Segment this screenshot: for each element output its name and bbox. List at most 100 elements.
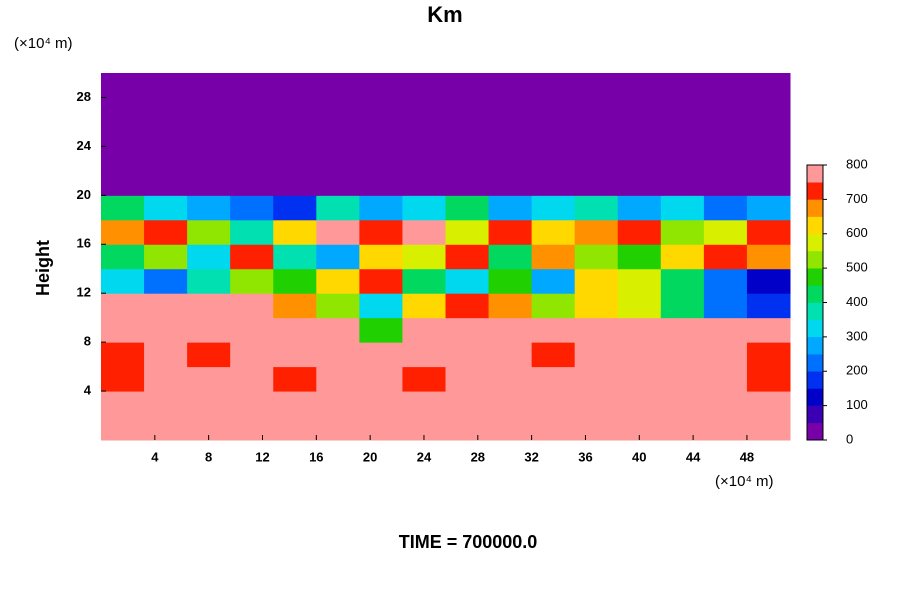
- heatmap-cell: [531, 366, 576, 392]
- heatmap-cell: [359, 415, 403, 441]
- heatmap-cell: [359, 97, 403, 123]
- colorbar-tick-label: 300: [846, 328, 868, 343]
- heatmap-cell: [144, 219, 188, 245]
- heatmap-cell: [316, 97, 360, 123]
- heatmap-cell: [230, 121, 274, 147]
- heatmap-cell: [531, 73, 576, 98]
- heatmap-cell: [316, 268, 360, 294]
- heatmap-cell: [574, 293, 619, 319]
- heatmap-cell: [488, 146, 533, 172]
- x-tick-label: 16: [309, 449, 323, 464]
- heatmap-cell: [316, 244, 360, 270]
- heatmap-cell: [273, 293, 317, 319]
- heatmap-cell: [488, 121, 533, 147]
- heatmap-cell: [703, 293, 748, 319]
- heatmap-cell: [101, 219, 145, 245]
- heatmap-cell: [144, 121, 188, 147]
- heatmap-cell: [402, 170, 446, 196]
- heatmap-cell: [660, 146, 705, 172]
- x-tick-label: 24: [417, 449, 432, 464]
- colorbar-swatch: [807, 371, 823, 389]
- heatmap-cell: [703, 121, 748, 147]
- heatmap-cell: [488, 219, 533, 245]
- colorbar-swatch: [807, 182, 823, 200]
- colorbar-swatch: [807, 216, 823, 235]
- heatmap-cell: [746, 73, 791, 98]
- heatmap-cell: [445, 317, 490, 343]
- heatmap-cell: [746, 415, 791, 441]
- heatmap-cell: [402, 391, 446, 417]
- colorbar-swatch: [807, 199, 823, 217]
- heatmap-cell: [187, 195, 231, 221]
- heatmap-cell: [316, 170, 360, 196]
- heatmap-cell: [359, 366, 403, 392]
- heatmap-cell: [359, 121, 403, 147]
- heatmap-cell: [703, 219, 748, 245]
- heatmap-cell: [187, 366, 231, 392]
- heatmap-cell: [531, 195, 576, 221]
- heatmap-cell: [402, 293, 446, 319]
- heatmap-cell: [316, 219, 360, 245]
- heatmap-cell: [101, 342, 145, 368]
- heatmap-cell: [746, 146, 791, 172]
- heatmap-cell: [230, 97, 274, 123]
- heatmap-cell: [445, 415, 490, 441]
- heatmap-cell: [531, 146, 576, 172]
- x-tick-label: 32: [524, 449, 538, 464]
- heatmap-cell: [445, 244, 490, 270]
- heatmap-cell: [445, 268, 490, 294]
- heatmap-cell: [144, 391, 188, 417]
- heatmap-cell: [746, 121, 791, 147]
- heatmap-cell: [187, 268, 231, 294]
- heatmap-cell: [230, 342, 274, 368]
- colorbar-tick-label: 0: [846, 431, 853, 446]
- heatmap-cell: [359, 73, 403, 98]
- x-unit-label: (×10⁴ m): [715, 473, 774, 490]
- heatmap-cell: [445, 293, 490, 319]
- heatmap-cell: [402, 244, 446, 270]
- heatmap-cell: [187, 244, 231, 270]
- heatmap-cell: [144, 268, 188, 294]
- annotation: TIME = 700000.0: [399, 532, 538, 552]
- heatmap-cell: [101, 293, 145, 319]
- heatmap-cell: [359, 342, 403, 368]
- heatmap-cell: [402, 73, 446, 98]
- heatmap-cell: [187, 342, 231, 368]
- heatmap-cell: [574, 97, 619, 123]
- heatmap-cell: [617, 170, 662, 196]
- heatmap-cell: [230, 268, 274, 294]
- heatmap-cell: [531, 391, 576, 417]
- heatmap-cell: [273, 415, 317, 441]
- heatmap-cell: [359, 219, 403, 245]
- heatmap-cell: [101, 121, 145, 147]
- heatmap-cell: [359, 195, 403, 221]
- y-tick-label: 8: [84, 334, 91, 349]
- heatmap-cell: [531, 97, 576, 123]
- heatmap-cell: [617, 268, 662, 294]
- heatmap-cell: [230, 366, 274, 392]
- heatmap-cell: [660, 97, 705, 123]
- heatmap-cell: [445, 366, 490, 392]
- heatmap-cell: [230, 415, 274, 441]
- heatmap-cell: [703, 170, 748, 196]
- heatmap-cell: [488, 415, 533, 441]
- heatmap-cell: [488, 73, 533, 98]
- colorbar-tick-label: 600: [846, 225, 868, 240]
- x-tick-label: 4: [151, 449, 159, 464]
- heatmap-cell: [531, 268, 576, 294]
- heatmap-cell: [402, 219, 446, 245]
- heatmap-cell: [574, 366, 619, 392]
- heatmap-cell: [660, 244, 705, 270]
- heatmap-cell: [359, 293, 403, 319]
- colorbar-swatch: [807, 250, 823, 269]
- heatmap-cell: [101, 317, 145, 343]
- heatmap-cell: [660, 391, 705, 417]
- heatmap-cell: [488, 366, 533, 392]
- heatmap-cell: [101, 268, 145, 294]
- heatmap-cell: [488, 244, 533, 270]
- x-tick-label: 8: [205, 449, 212, 464]
- heatmap-cell: [316, 73, 360, 98]
- heatmap-cell: [445, 195, 490, 221]
- heatmap-cell: [746, 317, 791, 343]
- heatmap-cell: [531, 170, 576, 196]
